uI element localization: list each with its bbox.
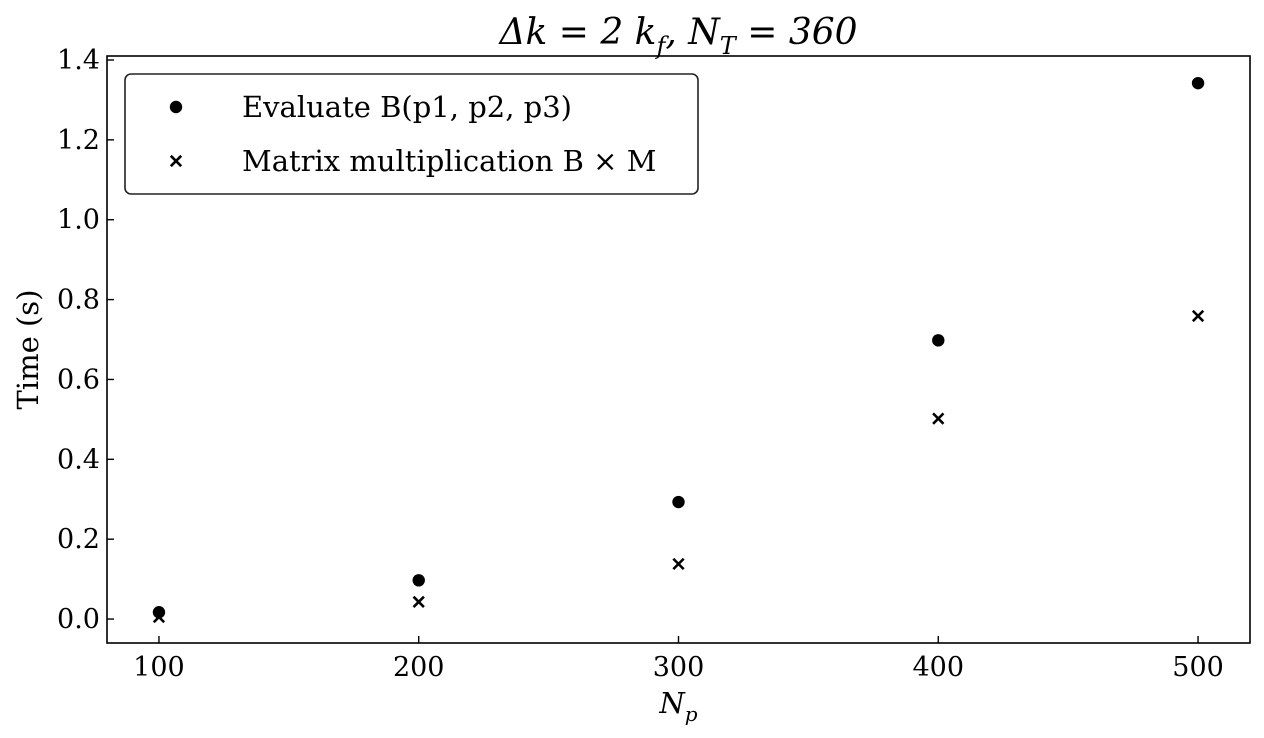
y-tick-label: 0.4 — [57, 444, 100, 475]
x-tick-label: 300 — [653, 652, 705, 683]
y-tick-label: 0.8 — [57, 285, 100, 316]
y-axis-label: Time (s) — [11, 289, 45, 409]
evaluate-point — [1191, 76, 1205, 90]
x-axis-label-text: Np​ — [658, 686, 697, 726]
y-tick-label: 1.4 — [57, 45, 100, 76]
chart-title-text: Δk = 2 kf​, NT​ = 360 — [497, 12, 857, 60]
data-marks — [152, 76, 1205, 624]
y-tick-label: 0.0 — [57, 604, 100, 635]
y-axis-ticks: 0.0 0.2 0.4 0.6 0.8 1.0 1.2 1.4 — [57, 45, 114, 635]
evaluate-point — [412, 574, 425, 587]
legend-marker — [169, 154, 183, 168]
x-tick-label: 200 — [393, 652, 445, 683]
legend-box — [124, 73, 699, 195]
evaluate-point — [672, 495, 685, 509]
matrix-mult-point — [152, 610, 166, 624]
matrix-mult-point — [932, 412, 945, 425]
y-tick-label: 0.2 — [57, 524, 100, 555]
matrix-mult-point — [672, 557, 685, 571]
legend-marker — [169, 100, 183, 114]
evaluate-point — [932, 334, 945, 347]
x-axis-label: Np​ — [658, 686, 697, 726]
legend: Evaluate B(p1, p2, p3) Matrix multiplicat… — [124, 73, 699, 195]
x-tick-label: 400 — [912, 652, 964, 683]
y-tick-label: 1.2 — [57, 125, 100, 156]
legend-label: Matrix multiplication B × M — [242, 144, 656, 178]
matrix-mult-point — [412, 595, 425, 608]
x-tick-label: 100 — [133, 652, 185, 683]
matrix-mult-point — [1191, 309, 1205, 323]
y-axis-label-text: Time (s) — [11, 289, 45, 409]
series-2 — [152, 309, 1205, 624]
x-axis-ticks: 100 200 300 400 500 — [133, 636, 1224, 683]
y-tick-label: 1.0 — [57, 205, 100, 236]
legend-label: Evaluate B(p1, p2, p3) — [242, 90, 572, 124]
chart-title: Δk = 2 kf​, NT​ = 360 — [497, 12, 857, 60]
y-tick-label: 0.6 — [57, 364, 100, 395]
x-tick-label: 500 — [1172, 652, 1224, 683]
